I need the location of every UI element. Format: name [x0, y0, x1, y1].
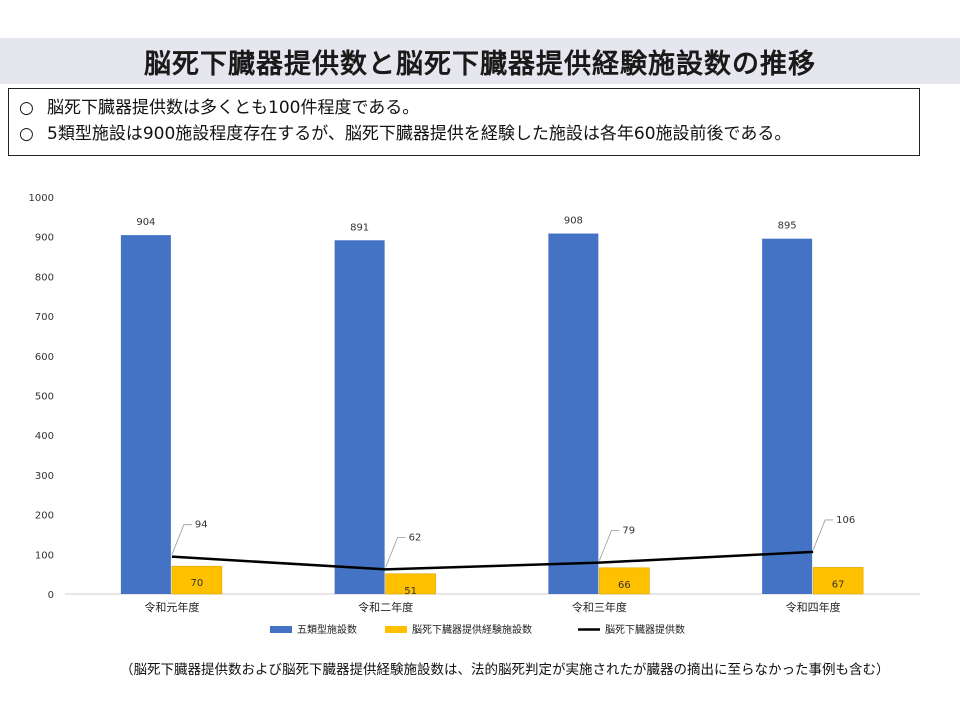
bar-五類型施設数-1	[334, 240, 385, 594]
data-label-脳死下臓器提供経験施設数-1: 51	[404, 586, 417, 597]
bar-脳死下臓器提供経験施設数-0	[171, 565, 223, 595]
data-label-脳死下臓器提供数-1: 62	[409, 532, 422, 543]
data-label-五類型施設数-2: 908	[564, 216, 583, 227]
summary-text-2: 5類型施設は900施設程度存在するが、脳死下臓器提供を経験した施設は各年60施設…	[47, 124, 792, 144]
leader-line-2	[599, 530, 620, 561]
data-label-脳死下臓器提供経験施設数-0: 70	[191, 578, 204, 589]
y-tick-label-3: 300	[35, 471, 54, 482]
data-label-五類型施設数-3: 895	[778, 221, 797, 232]
bar-脳死下臓器提供経験施設数-2	[599, 567, 650, 595]
bar-五類型施設数-0	[120, 235, 171, 594]
bar-脳死下臓器提供経験施設数-1	[385, 573, 436, 595]
data-label-脳死下臓器提供数-2: 79	[622, 526, 635, 537]
y-tick-label-4: 400	[35, 431, 54, 442]
data-label-脳死下臓器提供経験施設数-3: 67	[832, 579, 845, 590]
page-title: 脳死下臓器提供数と脳死下臓器提供経験施設数の推移	[144, 48, 816, 80]
footnote: （脳死下臓器提供数および脳死下臓器提供経験施設数は、法的脳死判定が実施されたが臓…	[120, 662, 890, 678]
legend-swatch-0	[270, 626, 292, 633]
data-label-脳死下臓器提供経験施設数-2: 66	[618, 580, 631, 591]
x-tick-label-3: 令和四年度	[786, 600, 841, 614]
summary-box: ○ 脳死下臓器提供数は多くとも100件程度である。 ○ 5類型施設は900施設程度存…	[8, 88, 920, 156]
bar-脳死下臓器提供経験施設数-3	[812, 567, 864, 595]
leader-line-0	[171, 524, 192, 555]
y-tick-label-7: 700	[35, 312, 54, 323]
data-label-五類型施設数-0: 904	[136, 217, 155, 228]
bar-五類型施設数-2	[548, 233, 599, 595]
data-label-五類型施設数-1: 891	[350, 222, 369, 233]
x-tick-label-2: 令和三年度	[572, 600, 627, 614]
y-tick-label-0: 0	[48, 590, 54, 601]
y-tick-label-6: 600	[35, 352, 54, 363]
y-tick-label-1: 100	[35, 550, 54, 561]
y-tick-label-10: 1000	[29, 193, 54, 204]
summary-line-2: ○ 5類型施設は900施設程度存在するが、脳死下臓器提供を経験した施設は各年60施…	[19, 121, 919, 147]
circle-marker: ○	[19, 124, 34, 144]
bar-五類型施設数-3	[762, 238, 813, 594]
legend-label-2: 脳死下臓器提供数	[605, 623, 685, 636]
data-label-脳死下臓器提供数-3: 106	[836, 515, 855, 526]
x-tick-label-0: 令和元年度	[144, 600, 199, 614]
x-tick-label-1: 令和二年度	[358, 600, 413, 614]
y-tick-label-8: 800	[35, 272, 54, 283]
chart: 0 100 200 300 400 500 600 700 800 900 1000 904 70 令和元…	[29, 193, 920, 636]
legend-swatch-1	[385, 626, 407, 633]
summary-line-1: ○ 脳死下臓器提供数は多くとも100件程度である。	[19, 95, 919, 121]
circle-marker: ○	[19, 98, 34, 118]
leader-line-3	[812, 519, 834, 551]
title-bar: 脳死下臓器提供数と脳死下臓器提供経験施設数の推移	[0, 38, 960, 84]
y-tick-label-9: 900	[35, 233, 54, 244]
y-tick-label-2: 200	[35, 511, 54, 522]
data-label-脳死下臓器提供数-0: 94	[195, 520, 208, 531]
series-line-脳死下臓器提供数	[171, 550, 814, 571]
y-tick-label-5: 500	[35, 392, 54, 403]
legend-label-1: 脳死下臓器提供経験施設数	[412, 623, 532, 636]
legend-label-0: 五類型施設数	[297, 623, 357, 636]
summary-text-1: 脳死下臓器提供数は多くとも100件程度である。	[47, 98, 420, 118]
leader-line-1	[385, 536, 406, 568]
